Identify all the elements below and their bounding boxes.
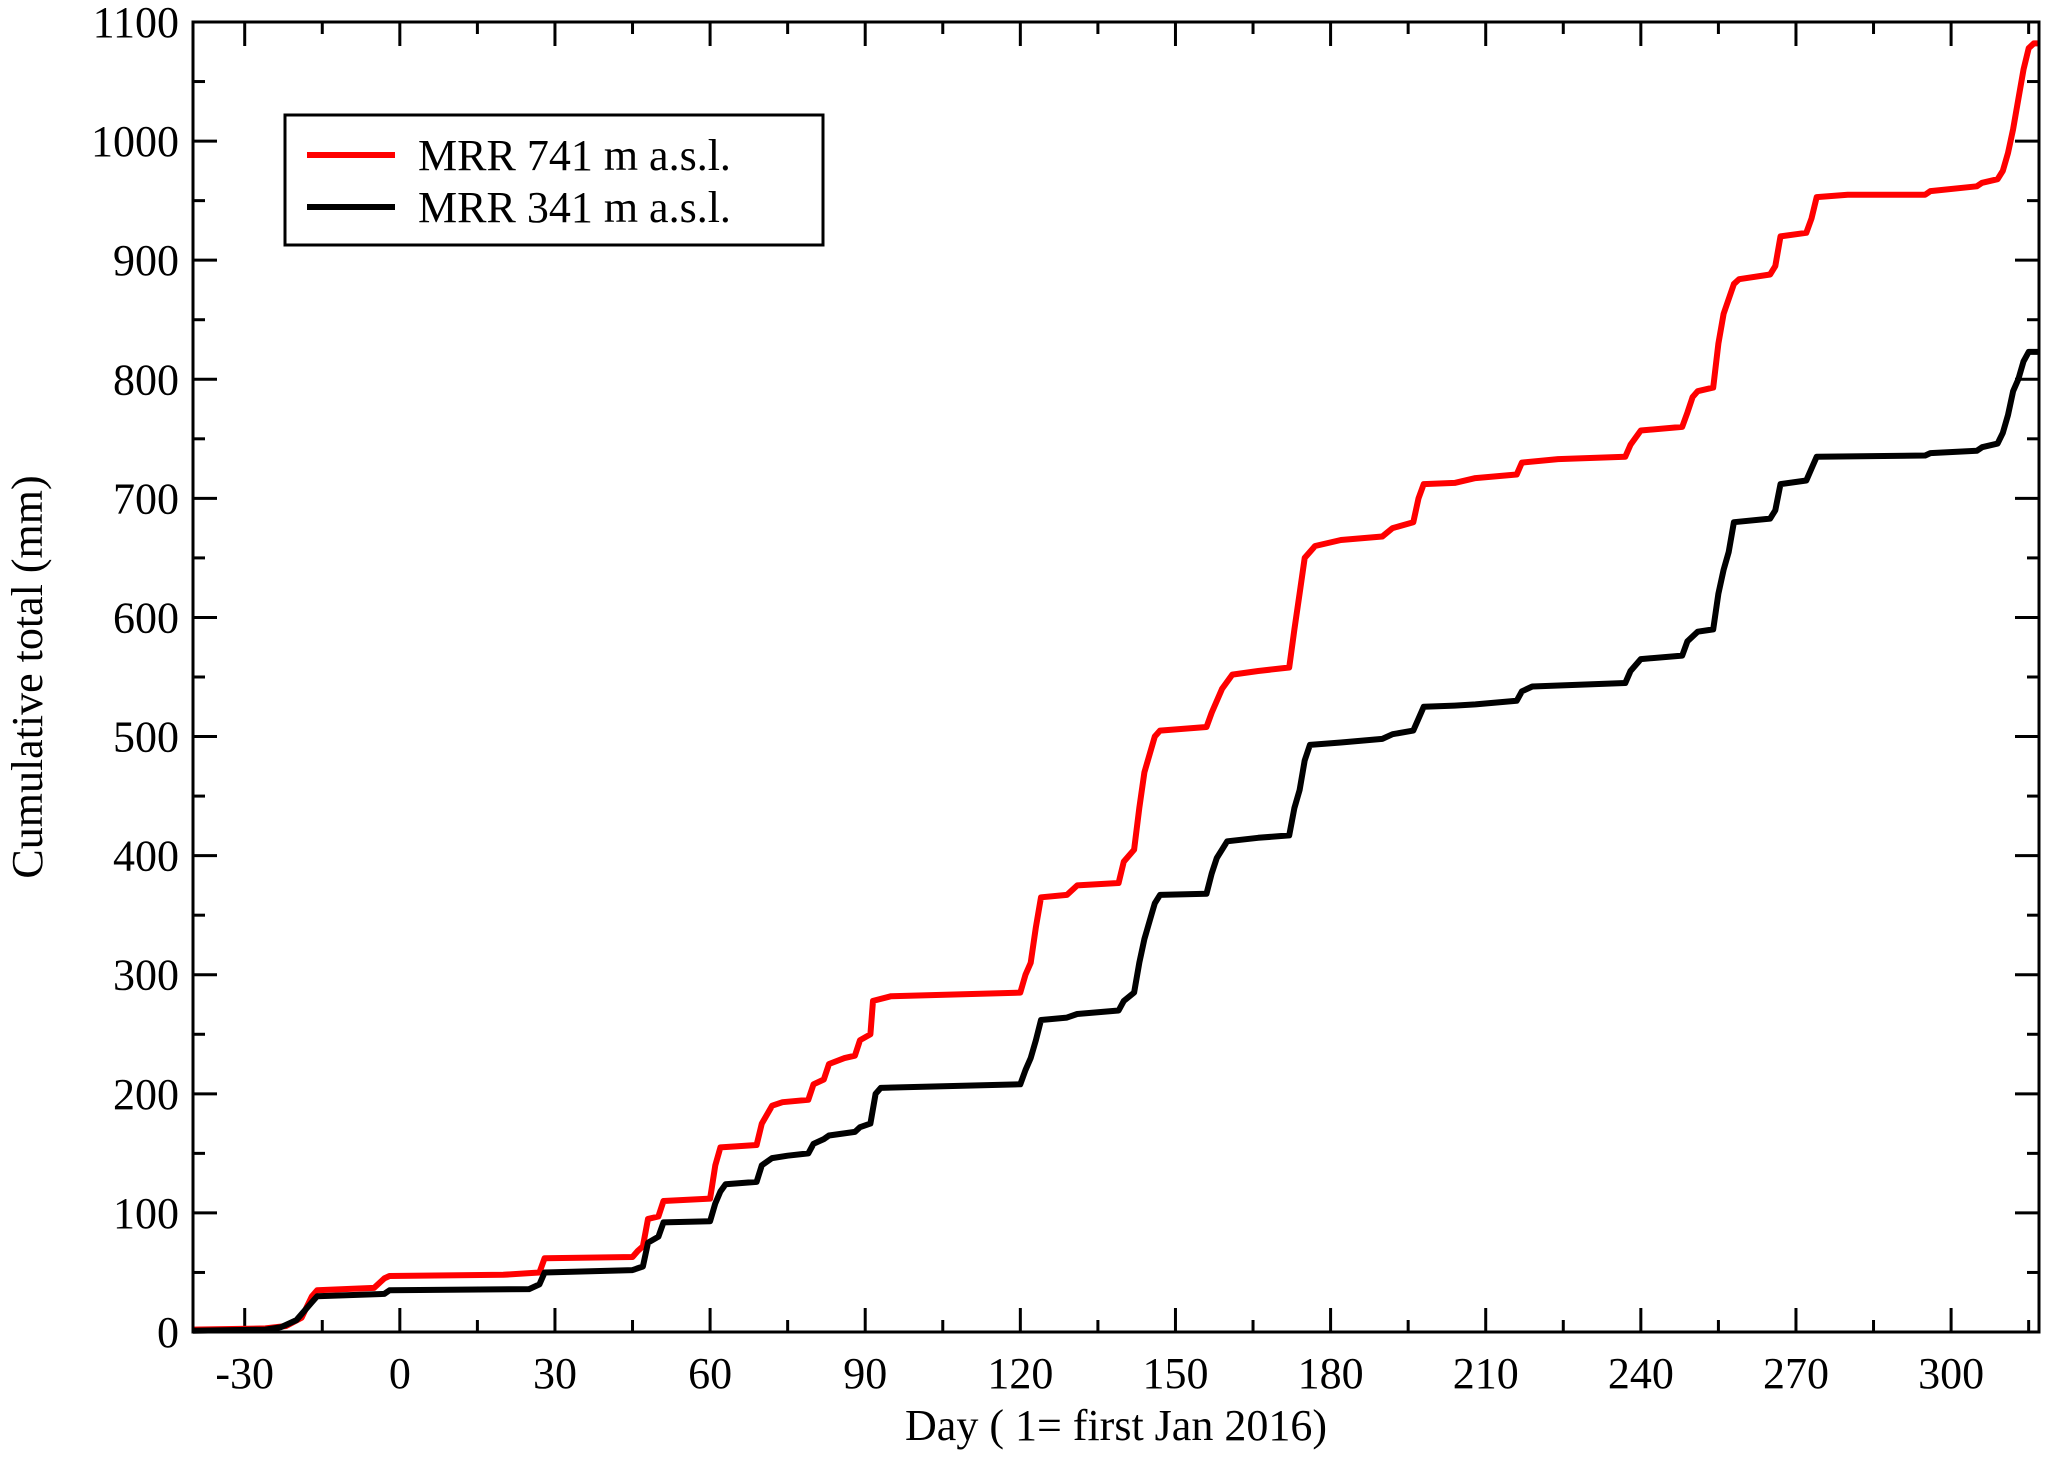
y-tick-label: 500 bbox=[113, 713, 179, 762]
x-tick-label: 0 bbox=[389, 1349, 411, 1398]
y-tick-label: 1100 bbox=[93, 0, 179, 47]
axis-ticks bbox=[193, 20, 2039, 1334]
x-tick-label: 300 bbox=[1918, 1349, 1984, 1398]
x-tick-label: 30 bbox=[533, 1349, 577, 1398]
y-tick-label: 100 bbox=[113, 1189, 179, 1238]
legend-box bbox=[283, 113, 825, 247]
y-tick-label: 800 bbox=[113, 355, 179, 404]
y-axis-title: Cumulative total (mm) bbox=[3, 475, 52, 878]
y-tick-label: 1000 bbox=[91, 117, 179, 166]
y-tick-label: 200 bbox=[113, 1070, 179, 1119]
x-tick-label: 90 bbox=[843, 1349, 887, 1398]
plot-frame bbox=[191, 20, 2041, 1334]
x-tick-label: 150 bbox=[1142, 1349, 1208, 1398]
x-tick-label: -30 bbox=[215, 1349, 274, 1398]
series-lines bbox=[192, 40, 2039, 1334]
legend: MRR 741 m a.s.l. MRR 341 m a.s.l. bbox=[283, 113, 825, 247]
y-tick-label: 400 bbox=[113, 832, 179, 881]
y-tick-labels: 0 100 200 300 400 500 600 700 800 900 1000 1100 bbox=[91, 0, 179, 1357]
y-tick-label: 900 bbox=[113, 236, 179, 285]
x-tick-label: 180 bbox=[1298, 1349, 1364, 1398]
y-tick-label: 600 bbox=[113, 593, 179, 642]
y-tick-label: 700 bbox=[113, 474, 179, 523]
x-tick-label: 240 bbox=[1608, 1349, 1674, 1398]
x-tick-label: 210 bbox=[1453, 1349, 1519, 1398]
series-line-2 bbox=[192, 348, 2039, 1334]
x-tick-label: 60 bbox=[688, 1349, 732, 1398]
x-tick-label: 270 bbox=[1763, 1349, 1829, 1398]
x-tick-label: 120 bbox=[987, 1349, 1053, 1398]
legend-label-series-2: MRR 341 m a.s.l. bbox=[418, 183, 731, 232]
x-tick-labels: -30 0 30 60 90 120 150 180 210 240 270 300 bbox=[215, 1349, 1984, 1398]
y-tick-label: 0 bbox=[157, 1308, 179, 1357]
x-axis-title: Day ( 1= first Jan 2016) bbox=[905, 1401, 1327, 1450]
series-line-1 bbox=[192, 40, 2039, 1333]
y-tick-label: 300 bbox=[113, 951, 179, 1000]
legend-label-series-1: MRR 741 m a.s.l. bbox=[418, 131, 731, 180]
